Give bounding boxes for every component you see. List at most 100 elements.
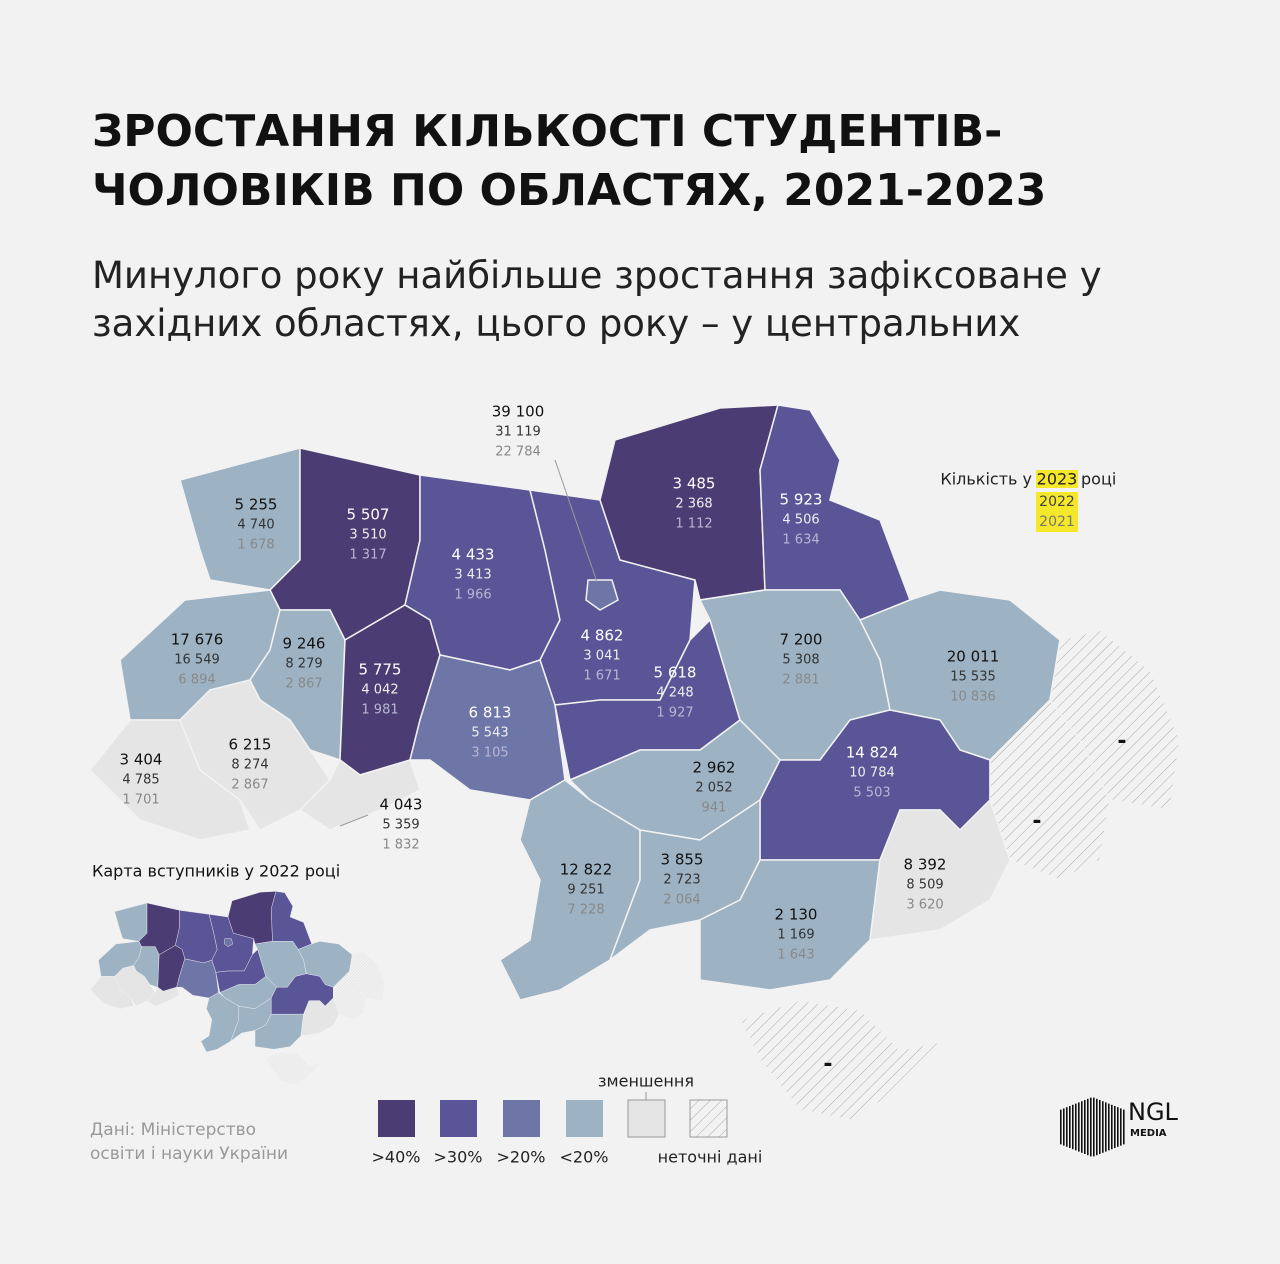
source: освіти і науки України (90, 1144, 288, 1164)
region-value-2022: 5 543 (471, 726, 508, 741)
region-value-2021: 2 064 (663, 893, 700, 908)
region-value-2022: 2 052 (695, 781, 732, 796)
logo-bar (1087, 1098, 1089, 1156)
region-value-2023: 6 813 (469, 704, 512, 722)
subtitle: Минулого року найбільше зростання зафікс… (92, 254, 1102, 297)
logo-bar (1111, 1104, 1113, 1150)
region-value-2023: 3 404 (120, 751, 163, 769)
region-value-2022: 4 740 (237, 518, 274, 533)
region-value-2023: 5 618 (654, 664, 697, 682)
region-value-2021: 1 317 (349, 548, 386, 563)
region-value-2023: 4 043 (380, 796, 423, 814)
logo-bar (1123, 1109, 1125, 1145)
region-value-2021: 3 105 (471, 746, 508, 761)
region-value-2022: 8 274 (231, 758, 268, 773)
key-highlight (1036, 470, 1078, 488)
region-value-2021: 1 678 (237, 538, 274, 553)
region-value-2021: 22 784 (495, 445, 541, 460)
logo-bar (1090, 1097, 1092, 1157)
region-value-2023: 5 507 (347, 506, 390, 524)
region-value-2023: 6 215 (229, 736, 272, 754)
region-value-2021: 3 620 (906, 898, 943, 913)
legend-label: <20% (560, 1148, 609, 1167)
key-text: році (1081, 470, 1116, 489)
region-value-2023: 17 676 (171, 631, 224, 649)
region-value-2022: 5 359 (382, 818, 419, 833)
region-value-2021: 1 701 (122, 793, 159, 808)
region-value-2022: 4 785 (122, 773, 159, 788)
region-value-2023: 4 862 (581, 627, 624, 645)
region-value-2022: 3 041 (583, 649, 620, 664)
title: ЧОЛОВІКІВ ПО ОБЛАСТЯХ, 2021-2023 (92, 165, 1046, 216)
logo-bar (1078, 1102, 1080, 1152)
region-value-2021: 5 503 (853, 786, 890, 801)
region-value-2023: 12 822 (560, 861, 613, 879)
region-value-2022: 8 279 (285, 657, 322, 672)
region-value-2022: 3 510 (349, 528, 386, 543)
region-value-2021: 2 867 (285, 677, 322, 692)
region-value-2022: 8 509 (906, 878, 943, 893)
region-value-2023: 5 255 (235, 496, 278, 514)
logo-bar (1060, 1109, 1062, 1145)
region-value-2021: 1 634 (782, 533, 819, 548)
logo-bar (1099, 1100, 1101, 1154)
region-value-2023: 4 433 (452, 546, 495, 564)
title: ЗРОСТАННЯ КІЛЬКОСТІ СТУДЕНТІВ- (92, 106, 1002, 157)
logo-bar (1117, 1107, 1119, 1147)
logo-bar (1081, 1101, 1083, 1153)
region-value-2023: 5 923 (780, 491, 823, 509)
region-value-2022: 4 506 (782, 513, 819, 528)
region-value-2023: 9 246 (283, 635, 326, 653)
region-value-2021: 1 966 (454, 588, 491, 603)
region-value-2021: 6 894 (178, 673, 215, 688)
logo-bar (1102, 1101, 1104, 1153)
key-year: 2022 (1039, 494, 1075, 510)
logo-bar (1063, 1108, 1065, 1146)
logo-bar (1066, 1107, 1068, 1147)
region-value-2022: 16 549 (174, 653, 220, 668)
region-value-2021: 941 (702, 801, 727, 816)
region-value-2022: 31 119 (495, 425, 541, 440)
no-data: - (823, 1052, 832, 1077)
region-value-2022: 3 413 (454, 568, 491, 583)
logo-bar (1093, 1097, 1095, 1157)
logo-name: NGL (1128, 1098, 1179, 1126)
region-value-2023: 3 855 (661, 851, 704, 869)
region-value-2021: 1 981 (361, 703, 398, 718)
logo-bar (1069, 1106, 1071, 1148)
logo-bar (1105, 1102, 1107, 1152)
key-highlight (1036, 492, 1078, 532)
region-value-2023: 2 130 (775, 906, 818, 924)
source: Дані: Міністерство (90, 1120, 256, 1140)
region-value-2023: 39 100 (492, 403, 545, 421)
legend-label: >30% (434, 1148, 483, 1167)
region-value-2022: 2 723 (663, 873, 700, 888)
region-value-2021: 2 867 (231, 778, 268, 793)
region-value-2021: 1 643 (777, 948, 814, 963)
legend-label: >20% (497, 1148, 546, 1167)
region-value-2023: 7 200 (780, 631, 823, 649)
logo-bar (1084, 1100, 1086, 1154)
legend-label: неточні дані (658, 1148, 763, 1167)
callout (554, 459, 598, 583)
legend-label: >40% (372, 1148, 421, 1167)
logo-bar (1108, 1103, 1110, 1151)
logo-sub: MEDIA (1130, 1128, 1167, 1139)
key-year: 2021 (1039, 514, 1075, 530)
map (88, 404, 1181, 1121)
key-text: Кількість у (940, 470, 1032, 489)
legend (378, 1092, 728, 1138)
legend-label: зменшення (598, 1072, 694, 1091)
logo-mark (1060, 1097, 1125, 1157)
inset-title: Карта вступників у 2022 році (92, 862, 340, 881)
region-value-2023: 2 962 (693, 759, 736, 777)
region-value-2022: 5 308 (782, 653, 819, 668)
region-value-2023: 20 011 (947, 648, 1000, 666)
region-value-2022: 9 251 (567, 883, 604, 898)
logo-bar (1120, 1108, 1122, 1146)
logo-bar (1096, 1098, 1098, 1156)
region-value-2022: 4 042 (361, 683, 398, 698)
region-value-2023: 5 775 (359, 661, 402, 679)
region-value-2021: 7 228 (567, 903, 604, 918)
region-value-2023: 3 485 (673, 475, 716, 493)
